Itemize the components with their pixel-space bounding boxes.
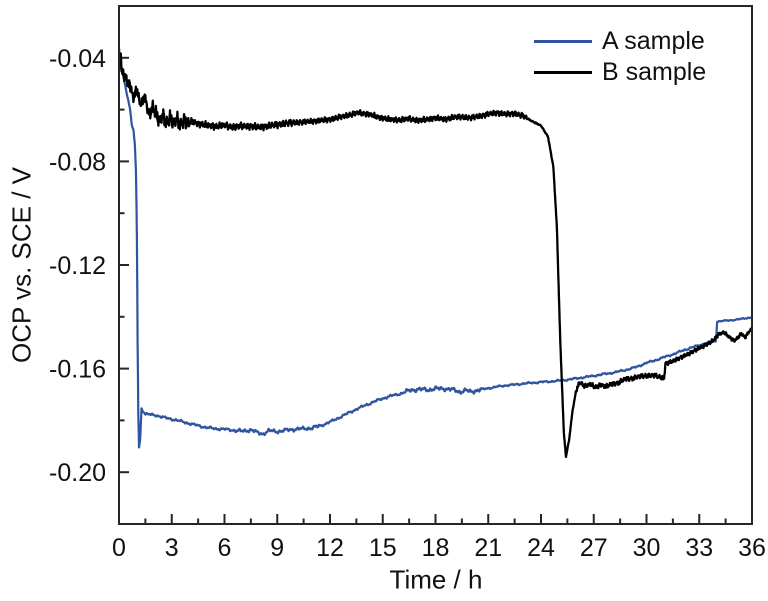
x-tick-label: 3	[165, 534, 179, 562]
x-tick-label: 9	[270, 534, 284, 562]
plot-frame	[118, 5, 753, 525]
x-tick-label: 30	[633, 534, 661, 562]
legend-label-b-sample: B sample	[602, 58, 707, 86]
x-tick-label: 24	[527, 534, 555, 562]
y-axis-title: OCP vs. SCE / V	[6, 166, 37, 364]
x-tick-label: 18	[422, 534, 450, 562]
series-line-a-sample	[119, 57, 752, 449]
legend-item-a-sample: A sample	[534, 26, 706, 57]
y-tick-label: -0.12	[49, 252, 106, 280]
y-tick-label: -0.04	[49, 45, 106, 73]
x-tick-label: 36	[738, 534, 766, 562]
legend-line-a-sample	[534, 40, 592, 43]
chart-legend: A sample B sample	[534, 26, 706, 88]
series-line-b-sample	[119, 47, 752, 459]
x-tick-label: 21	[474, 534, 502, 562]
x-tick-label: 12	[316, 534, 344, 562]
x-tick-label: 27	[580, 534, 608, 562]
legend-label-a-sample: A sample	[602, 27, 705, 55]
legend-line-b-sample	[534, 71, 592, 74]
y-tick-label: -0.08	[49, 148, 106, 176]
y-tick-label: -0.16	[49, 356, 106, 384]
x-tick-label: 33	[685, 534, 713, 562]
x-tick-label: 15	[369, 534, 397, 562]
legend-item-b-sample: B sample	[534, 57, 706, 88]
x-tick-label: 6	[218, 534, 232, 562]
x-tick-label: 0	[112, 534, 126, 562]
y-tick-label: -0.20	[49, 459, 106, 487]
x-axis-title: Time / h	[389, 564, 483, 595]
